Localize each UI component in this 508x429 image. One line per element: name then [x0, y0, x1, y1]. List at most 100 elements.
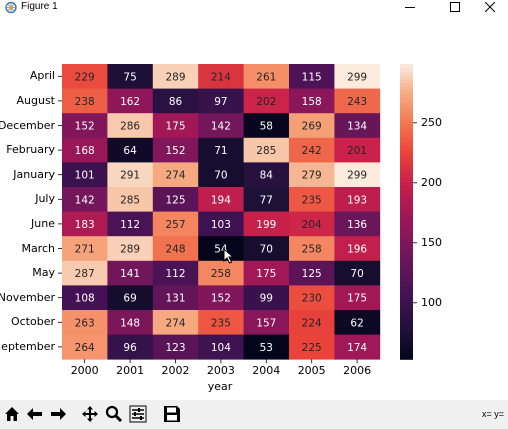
cell-value-label: 141 — [120, 268, 140, 280]
heatmap-cell — [289, 113, 335, 139]
heatmap-cell — [289, 236, 335, 262]
heatmap-cell — [198, 187, 244, 212]
cell-value-label: 125 — [165, 194, 185, 206]
cell-value-label: 274 — [165, 170, 185, 182]
save-button[interactable] — [162, 404, 182, 424]
cell-value-label: 199 — [256, 219, 276, 231]
heatmap-cell — [289, 187, 335, 212]
heatmap-cell — [334, 310, 381, 335]
heatmap-cell — [243, 187, 290, 212]
colorbar-segment — [400, 152, 413, 157]
colorbar-segment — [400, 71, 413, 76]
cell-value-label: 75 — [123, 71, 136, 83]
save-icon — [164, 406, 180, 422]
maximize-button[interactable] — [437, 0, 473, 14]
heatmap-cell — [334, 113, 381, 139]
colorbar-segment — [400, 278, 413, 283]
heatmap-cell — [152, 236, 199, 262]
figure-canvas[interactable]: 229 75 289 214 261 115 299 238 162 86 97 202 158 243 1… — [0, 16, 508, 399]
heatmap-cell — [334, 260, 381, 286]
colorbar-segment — [400, 134, 413, 139]
cell-value-label: 285 — [120, 194, 140, 206]
colorbar-segment — [400, 311, 413, 316]
colorbar-segment — [400, 111, 413, 117]
heatmap-cell — [243, 260, 290, 286]
colorbar-segment — [400, 123, 413, 128]
colorbar-segment — [400, 266, 413, 272]
heatmap-cell — [334, 285, 381, 311]
heatmap-cell — [243, 64, 290, 89]
cell-value-label: 108 — [75, 293, 95, 305]
y-tick-label: July — [35, 192, 55, 206]
heatmap-cell — [152, 187, 199, 212]
configure-icon — [129, 405, 147, 423]
cell-value-label: 258 — [302, 244, 322, 256]
cell-value-label: 289 — [120, 244, 140, 256]
heatmap-cell — [289, 310, 335, 335]
minimize-button[interactable] — [392, 0, 428, 14]
close-button[interactable] — [472, 0, 508, 14]
cell-value-label: 70 — [214, 170, 227, 182]
cell-value-label: 271 — [75, 244, 95, 256]
heatmap-cell — [334, 187, 381, 212]
colorbar-segment — [400, 230, 413, 235]
cell-value-label: 152 — [75, 121, 95, 133]
heatmap-cell — [289, 88, 335, 114]
y-tick-label: October — [10, 315, 55, 329]
colorbar-tick-label: 200 — [421, 175, 442, 189]
colorbar-segment — [400, 329, 413, 334]
heatmap-cell — [198, 113, 244, 139]
heatmap-cell — [62, 88, 108, 114]
heatmap-cell — [62, 236, 108, 262]
colorbar-segment — [400, 248, 413, 253]
cell-value-label: 175 — [347, 293, 367, 305]
cell-value-label: 204 — [302, 219, 322, 231]
heatmap-cell — [334, 137, 381, 163]
colorbar-segment — [400, 344, 413, 349]
heatmap-cell — [62, 162, 108, 188]
forward-button[interactable] — [48, 404, 68, 424]
heatmap-cell — [198, 334, 244, 360]
heatmap-plot: 229 75 289 214 261 115 299 238 162 86 97 202 158 243 1… — [58, 64, 417, 364]
cell-value-label: 77 — [260, 194, 273, 206]
back-button[interactable] — [25, 404, 45, 424]
colorbar-segment — [400, 303, 413, 309]
y-tick-label: August — [16, 93, 56, 107]
mouse-cursor-icon — [223, 248, 235, 264]
cell-value-label: 157 — [256, 317, 276, 329]
colorbar-segment — [400, 207, 413, 213]
colorbar-segment — [400, 285, 413, 290]
cell-value-label: 101 — [75, 170, 95, 182]
heatmap-cell — [152, 137, 199, 163]
colorbar-segment — [400, 148, 413, 154]
heatmap-cell — [289, 137, 335, 163]
colorbar-segment — [400, 108, 413, 113]
cell-value-label: 201 — [347, 145, 367, 157]
colorbar-segment — [400, 104, 413, 109]
x-tick-label: 2004 — [252, 364, 281, 378]
colorbar-segment — [400, 270, 413, 275]
cell-value-label: 286 — [120, 121, 140, 133]
colorbar-segment — [400, 78, 413, 84]
zoom-button[interactable] — [104, 404, 124, 424]
pan-button[interactable] — [80, 404, 100, 424]
heatmap-cell — [107, 310, 154, 335]
cell-value-label: 257 — [165, 219, 185, 231]
cell-value-label: 158 — [302, 96, 322, 108]
heatmap-cell — [152, 113, 199, 139]
cell-value-label: 263 — [75, 317, 95, 329]
heatmap-cell — [107, 285, 154, 311]
home-button[interactable] — [2, 404, 22, 424]
colorbar-segment — [400, 215, 413, 220]
y-tick-label: January — [13, 167, 55, 181]
configure-button[interactable] — [128, 404, 148, 424]
x-tick-label: 2005 — [297, 364, 326, 378]
colorbar-segment — [400, 300, 413, 305]
colorbar-segment — [400, 255, 413, 261]
colorbar-segment — [400, 156, 413, 161]
heatmap-cell — [334, 64, 381, 89]
heatmap-cell — [107, 162, 154, 188]
colorbar-segment — [400, 233, 413, 239]
colorbar-segment — [400, 115, 413, 120]
cell-value-label: 112 — [120, 219, 140, 231]
